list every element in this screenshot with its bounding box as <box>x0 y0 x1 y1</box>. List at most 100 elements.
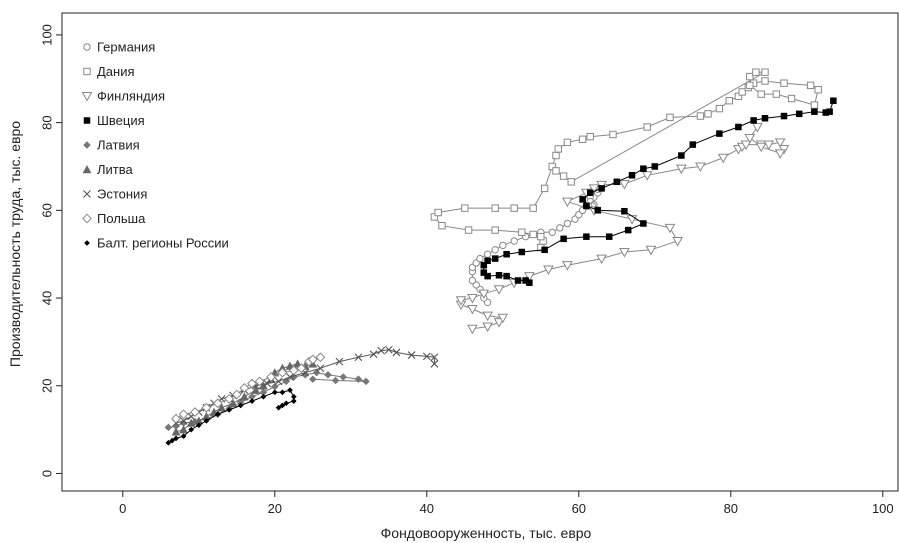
data-point <box>464 226 473 234</box>
data-point <box>369 350 378 359</box>
y-axis-title: Производительность труда, тыс. евро <box>7 121 23 367</box>
data-point <box>522 277 529 284</box>
data-point <box>579 196 586 203</box>
legend-label: Дания <box>97 64 135 79</box>
data-point <box>228 398 238 408</box>
data-point <box>171 427 181 436</box>
data-point <box>493 318 505 328</box>
data-point <box>217 403 227 412</box>
legend-item: Финляндия <box>81 89 165 104</box>
series-line <box>483 100 834 284</box>
series-8 <box>171 352 326 424</box>
data-point <box>491 255 499 262</box>
data-point <box>717 153 729 164</box>
data-point <box>263 379 272 388</box>
y-tick-label: 20 <box>39 379 54 393</box>
data-point <box>274 377 283 386</box>
legend: Германия Дания Финляндия Швеция Латвия Литва Э… <box>81 40 229 251</box>
legend-label: Эстония <box>97 187 147 202</box>
data-point <box>480 261 488 269</box>
data-point <box>704 110 712 118</box>
data-point <box>518 248 526 256</box>
data-point <box>430 353 439 362</box>
data-point <box>810 101 819 109</box>
legend-label: Литва <box>97 162 134 177</box>
legend-item: Польша <box>82 211 146 226</box>
data-point <box>503 250 510 258</box>
data-point <box>180 433 187 440</box>
y-tick-label: 100 <box>39 24 54 46</box>
data-point <box>491 204 499 212</box>
data-point <box>562 261 573 271</box>
data-point <box>738 88 746 96</box>
series-2 <box>430 68 822 252</box>
x-tick-label: 0 <box>119 501 126 516</box>
data-point <box>178 409 189 420</box>
data-point <box>468 276 477 285</box>
data-point <box>430 359 439 368</box>
data-point <box>422 352 431 361</box>
data-point <box>275 404 282 411</box>
data-point <box>761 77 769 85</box>
data-point <box>750 117 757 124</box>
legend-marker <box>83 190 91 198</box>
data-point <box>645 245 657 256</box>
data-point <box>249 398 255 405</box>
legend-marker <box>84 240 90 246</box>
data-point <box>438 221 446 230</box>
y-tick-label: 0 <box>39 470 54 477</box>
data-point <box>478 289 490 300</box>
data-point <box>664 223 676 234</box>
data-point <box>734 92 743 101</box>
data-point <box>308 375 317 384</box>
legend-item: Эстония <box>83 187 147 202</box>
data-point <box>578 135 587 143</box>
data-point <box>666 113 674 122</box>
data-point <box>497 313 509 324</box>
data-point <box>482 322 493 333</box>
data-point <box>624 226 632 234</box>
data-point <box>559 172 568 180</box>
legend-label: Латвия <box>97 138 140 153</box>
data-point <box>780 112 788 120</box>
data-point <box>780 79 788 87</box>
legend-marker <box>81 92 93 102</box>
data-point <box>529 204 537 212</box>
data-point <box>476 254 484 263</box>
legend-marker <box>82 213 92 224</box>
data-point <box>787 94 796 103</box>
data-point <box>643 123 651 131</box>
data-point <box>524 272 535 282</box>
data-point <box>752 68 760 76</box>
plot-frame <box>61 12 899 492</box>
legend-marker <box>83 141 91 149</box>
data-point <box>761 114 769 122</box>
x-tick-label: 40 <box>420 501 434 516</box>
data-point <box>621 207 628 215</box>
x-tick-label: 100 <box>872 501 894 516</box>
data-point <box>563 219 572 228</box>
data-point <box>237 402 244 409</box>
x-axis-title: Фондовооруженность, тыс. евро <box>381 525 592 541</box>
data-point <box>251 385 261 394</box>
data-point <box>772 90 781 98</box>
data-point <box>499 241 507 250</box>
data-point <box>735 123 742 131</box>
data-point <box>811 108 818 115</box>
data-point <box>164 423 173 432</box>
data-point <box>554 145 562 153</box>
data-point <box>195 422 202 429</box>
data-point <box>543 265 554 276</box>
data-point <box>763 140 775 151</box>
legend-item: Дания <box>83 64 135 79</box>
data-point <box>201 402 212 413</box>
data-point <box>247 378 257 389</box>
data-point <box>806 81 815 90</box>
data-point <box>537 232 545 241</box>
data-point <box>619 248 630 258</box>
data-point <box>354 353 363 362</box>
data-point <box>826 108 833 115</box>
data-point <box>552 151 560 160</box>
data-point <box>518 228 526 236</box>
legend-marker <box>83 67 91 76</box>
